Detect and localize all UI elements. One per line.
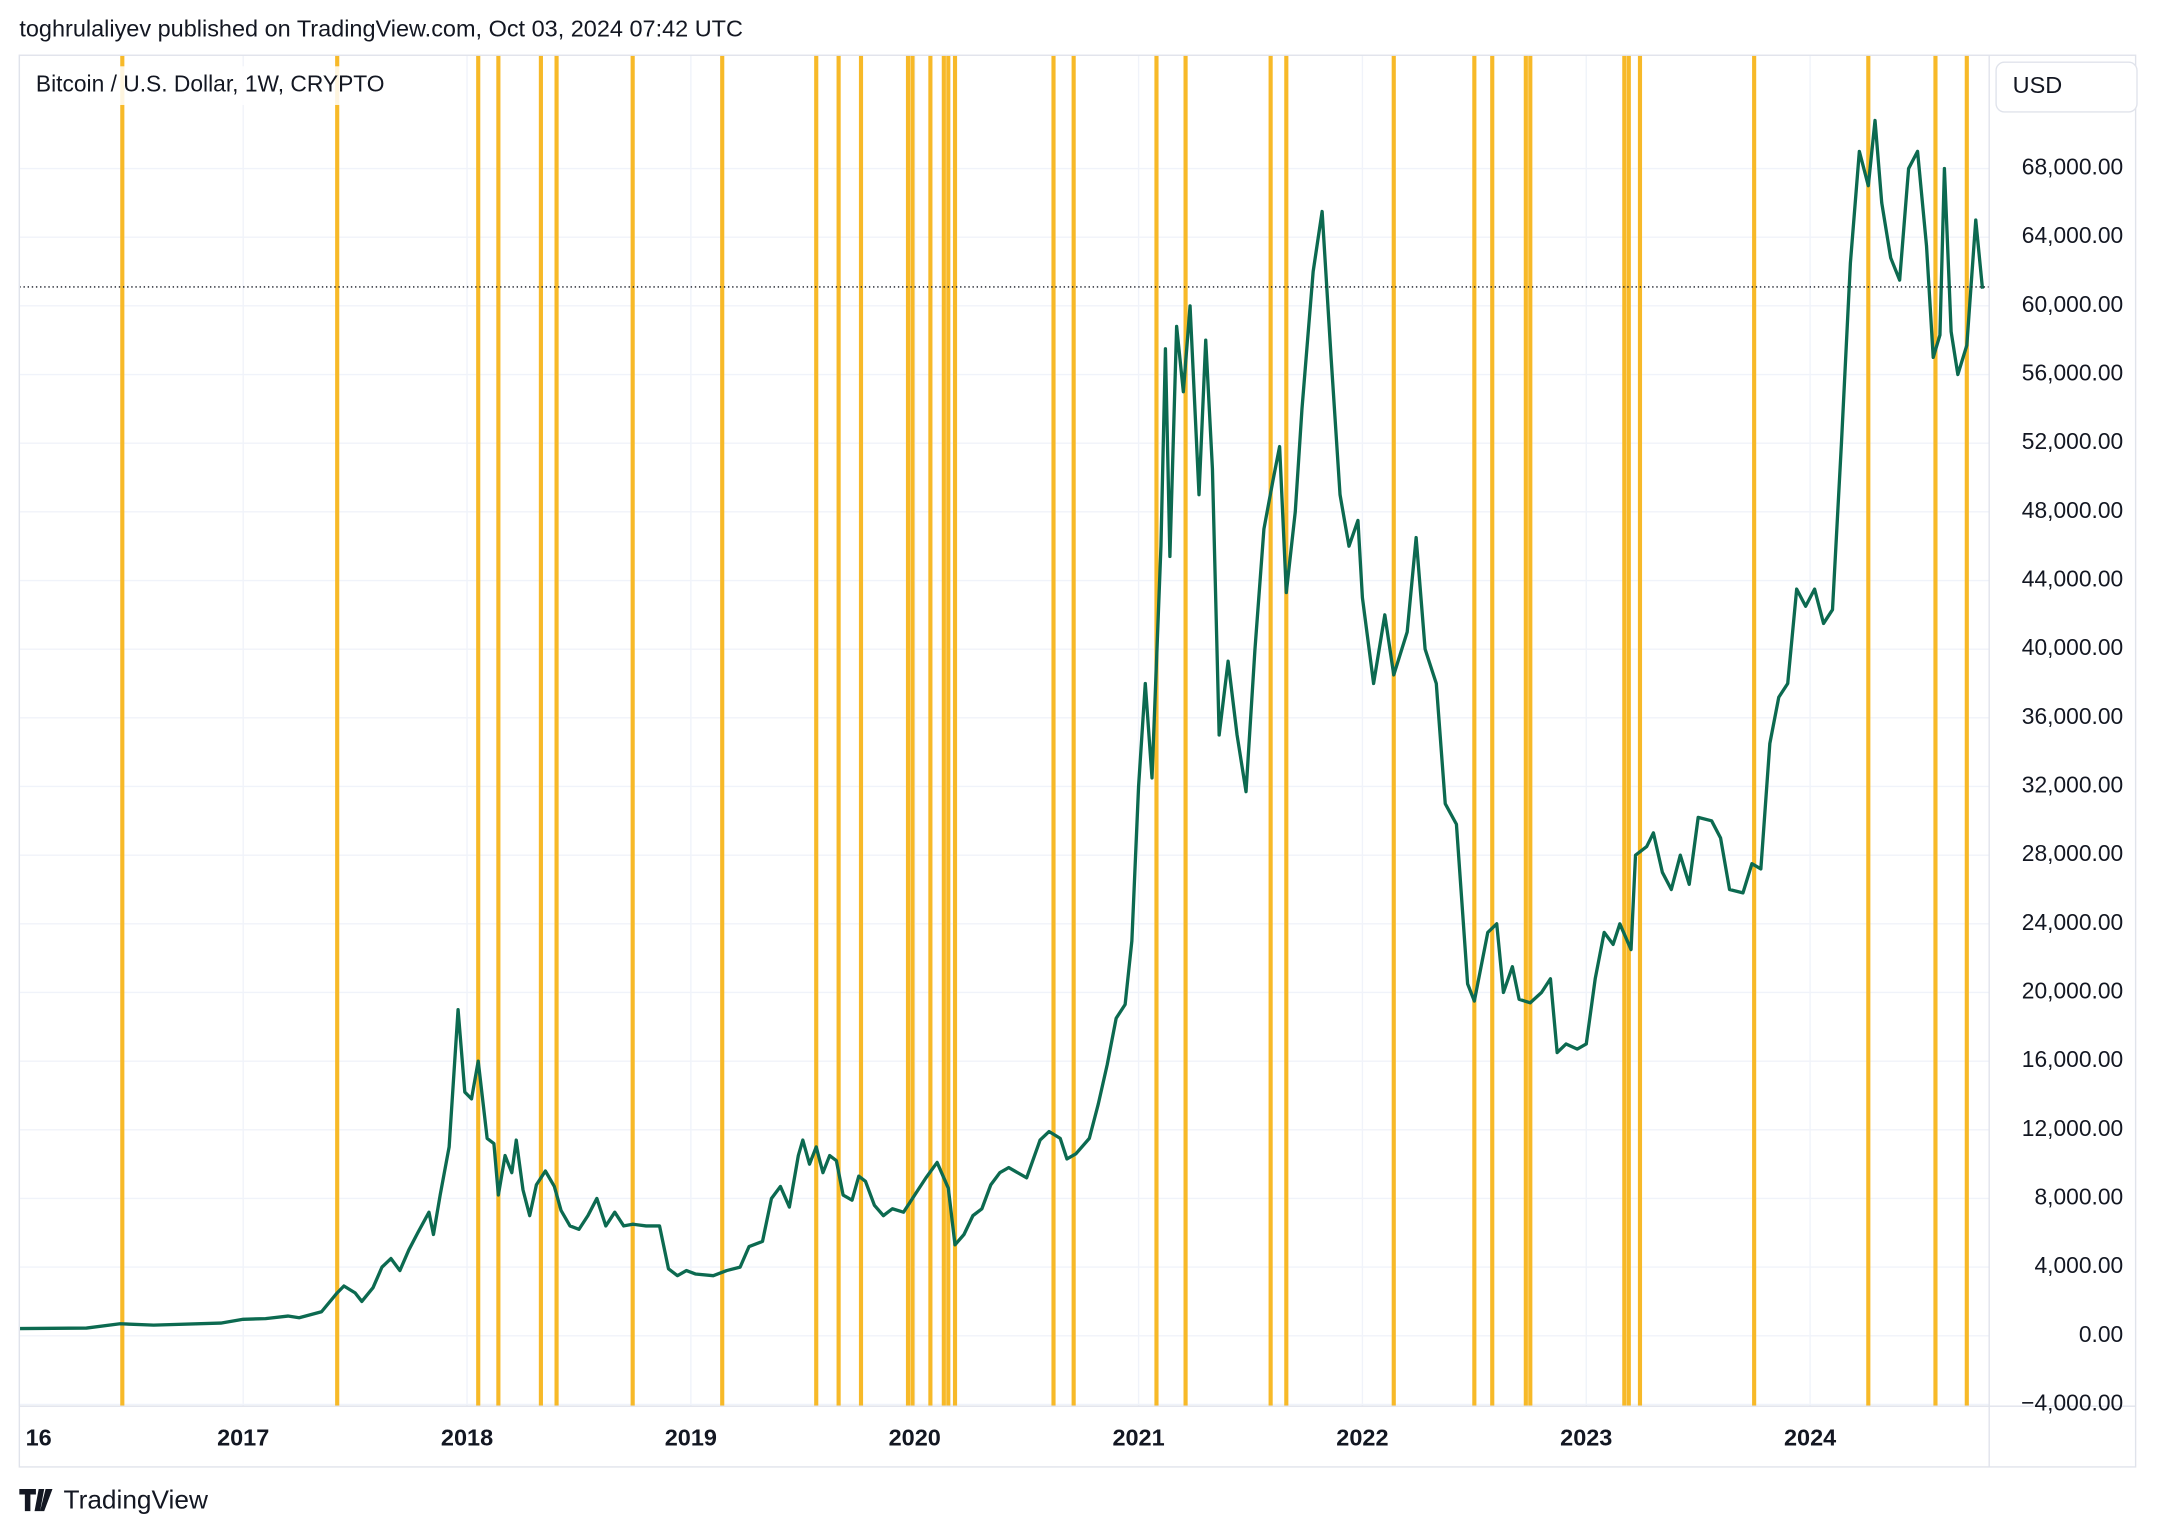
y-tick-label: 36,000.00 [2022,703,2123,729]
y-tick-label: 68,000.00 [2022,154,2123,180]
y-tick-label: 4,000.00 [2034,1252,2123,1278]
price-line [19,118,1985,1331]
y-tick-label: 16,000.00 [2022,1046,2123,1072]
x-tick-label: 2017 [217,1425,269,1451]
y-tick-label: 64,000.00 [2022,222,2123,248]
highlight-lines [120,55,1969,1407]
y-tick-label: 32,000.00 [2022,772,2123,798]
x-tick-label: 2020 [889,1425,941,1451]
y-tick-label: 28,000.00 [2022,840,2123,866]
y-tick-label: 44,000.00 [2022,566,2123,592]
y-tick-label: 20,000.00 [2022,977,2123,1003]
currency-button[interactable] [1995,61,2138,113]
y-tick-label: 12,000.00 [2022,1115,2123,1141]
x-tick-label: 2024 [1784,1425,1836,1451]
y-tick-label: 60,000.00 [2022,291,2123,317]
brand-name: TradingView [64,1484,209,1514]
y-tick-label: 24,000.00 [2022,909,2123,935]
y-tick-label: 48,000.00 [2022,497,2123,523]
y-tick-label: 52,000.00 [2022,428,2123,454]
y-axis: −4,000.00 0.00 4,000.00 8,000.00 12,000.00 16… [2021,154,2123,1416]
x-tick-label: 2019 [665,1425,717,1451]
x-tick-label: 2022 [1336,1425,1388,1451]
y-tick-label: 8,000.00 [2034,1183,2123,1209]
y-tick-label: −4,000.00 [2021,1389,2123,1415]
x-tick-label: 2021 [1112,1425,1164,1451]
y-tick-label: 56,000.00 [2022,360,2123,386]
y-tick-label: 40,000.00 [2022,634,2123,660]
publisher-line: toghrulaliyev published on TradingView.c… [19,16,743,42]
series [19,118,1990,1331]
x-tick-label: 2018 [441,1425,493,1451]
x-axis: 16 2017 2018 2019 2020 2021 2022 2023 2024 [26,1425,1837,1451]
frame [18,54,2137,1468]
chart-title: Bitcoin / U.S. Dollar, 1W, CRYPTO [36,71,385,97]
x-tick-label: 16 [26,1425,52,1451]
currency-label[interactable]: USD [2013,72,2063,98]
x-tick-label: 2023 [1560,1425,1612,1451]
y-tick-label: 0.00 [2079,1321,2123,1347]
title-backdrop [35,66,437,105]
